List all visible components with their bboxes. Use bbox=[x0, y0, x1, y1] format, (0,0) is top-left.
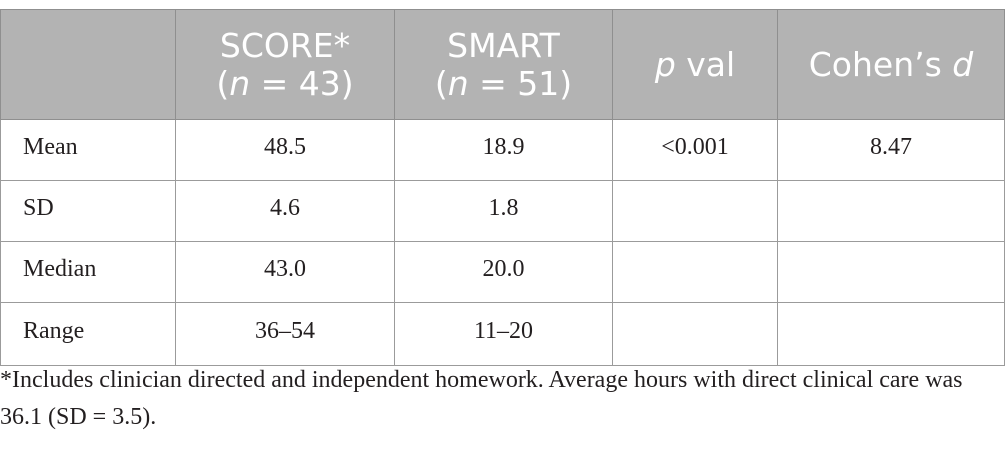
smart-cell: 20.0 bbox=[394, 241, 613, 303]
p-value-cell bbox=[612, 302, 778, 366]
table-row: SD 4.6 1.8 bbox=[0, 180, 1005, 242]
table-row: Range 36–54 11–20 bbox=[0, 302, 1005, 366]
smart-cell: 11–20 bbox=[394, 302, 613, 366]
header-score-n-label: n bbox=[229, 63, 251, 103]
smart-cell: 1.8 bbox=[394, 180, 613, 242]
row-label: SD bbox=[0, 180, 176, 242]
cohens-d-cell bbox=[777, 241, 1005, 303]
cohens-d-cell: 8.47 bbox=[777, 119, 1005, 181]
p-value-cell bbox=[612, 241, 778, 303]
header-cohens-d: Cohen’s d bbox=[777, 9, 1005, 120]
header-smart-n-value: = 51) bbox=[468, 63, 573, 103]
header-cohens-italic: d bbox=[952, 44, 974, 84]
row-label: Mean bbox=[0, 119, 176, 181]
header-empty-cell bbox=[0, 9, 176, 120]
header-smart-title: SMART bbox=[447, 25, 560, 65]
score-cell: 4.6 bbox=[175, 180, 395, 242]
header-row: SCORE* (n = 43) SMART (n = 51) p val Coh… bbox=[0, 9, 1005, 120]
results-table-container: SCORE* (n = 43) SMART (n = 51) p val Coh… bbox=[0, 9, 1005, 366]
header-score-open-paren: ( bbox=[216, 63, 230, 103]
table-footnote: *Includes clinician directed and indepen… bbox=[0, 367, 963, 430]
score-cell: 36–54 bbox=[175, 302, 395, 366]
table-row: Median 43.0 20.0 bbox=[0, 241, 1005, 303]
row-label: Range bbox=[0, 302, 176, 366]
p-value-cell: <0.001 bbox=[612, 119, 778, 181]
table-row: Mean 48.5 18.9 <0.001 8.47 bbox=[0, 119, 1005, 181]
header-smart-open-paren: ( bbox=[434, 63, 448, 103]
header-smart: SMART (n = 51) bbox=[394, 9, 613, 120]
smart-cell: 18.9 bbox=[394, 119, 613, 181]
header-p-value: p val bbox=[612, 9, 778, 120]
header-score-title: SCORE* bbox=[219, 25, 351, 65]
header-p-italic: p bbox=[654, 44, 676, 84]
cohens-d-cell bbox=[777, 180, 1005, 242]
score-cell: 43.0 bbox=[175, 241, 395, 303]
cohens-d-cell bbox=[777, 302, 1005, 366]
row-label: Median bbox=[0, 241, 176, 303]
header-cohens-main: Cohen’s bbox=[808, 44, 953, 84]
header-score: SCORE* (n = 43) bbox=[175, 9, 395, 120]
p-value-cell bbox=[612, 180, 778, 242]
header-score-n-value: = 43) bbox=[250, 63, 354, 103]
header-p-rest: val bbox=[675, 44, 736, 84]
header-smart-n-label: n bbox=[447, 63, 469, 103]
score-cell: 48.5 bbox=[175, 119, 395, 181]
results-table: SCORE* (n = 43) SMART (n = 51) p val Coh… bbox=[0, 9, 1005, 366]
